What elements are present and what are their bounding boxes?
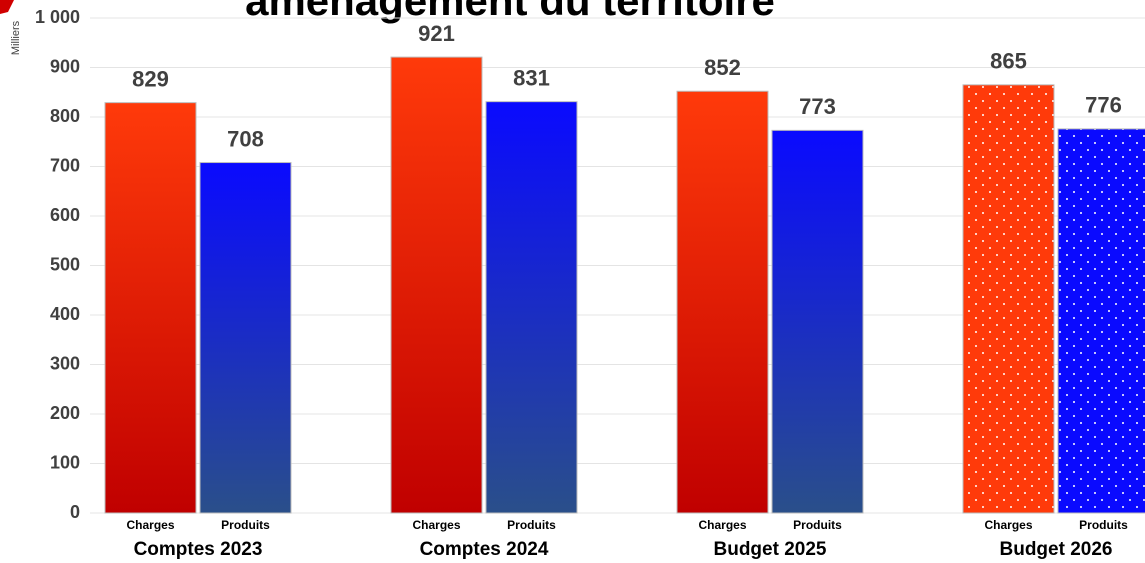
corner-icon <box>0 0 14 14</box>
bar <box>485 101 578 514</box>
y-tick-label: 500 <box>50 254 80 274</box>
y-tick-label: 100 <box>50 452 80 472</box>
y-tick-label: 800 <box>50 106 80 126</box>
value-label: 852 <box>704 55 741 80</box>
bar <box>199 162 292 514</box>
value-label: 865 <box>990 49 1027 74</box>
y-tick-label: 1 000 <box>35 7 80 27</box>
y-tick-label: 900 <box>50 56 80 76</box>
series-label: Charges <box>984 518 1032 532</box>
x-tick-label: Comptes 2023 <box>134 539 263 560</box>
series-label: Charges <box>698 518 746 532</box>
series-label: Produits <box>1079 518 1128 532</box>
x-tick-label: Comptes 2024 <box>420 539 549 560</box>
y-tick-label: 300 <box>50 353 80 373</box>
value-label: 708 <box>227 126 264 151</box>
y-tick-label: 700 <box>50 155 80 175</box>
y-tick-label: 400 <box>50 304 80 324</box>
x-tick-label: Budget 2026 <box>1000 539 1113 560</box>
y-axis-label: Milliers <box>10 20 22 55</box>
y-tick-label: 200 <box>50 403 80 423</box>
x-tick-label: Budget 2025 <box>714 539 827 560</box>
bar <box>676 90 769 514</box>
value-label: 831 <box>513 65 550 90</box>
series-label: Charges <box>126 518 174 532</box>
bar <box>390 56 483 514</box>
value-label: 921 <box>418 21 455 46</box>
series-label: Produits <box>793 518 842 532</box>
bar <box>104 102 197 514</box>
series-label: Produits <box>221 518 270 532</box>
value-label: 829 <box>132 66 169 91</box>
bar <box>962 84 1055 514</box>
value-label: 776 <box>1085 93 1122 118</box>
chart-title: aménagement du territoire <box>245 0 775 24</box>
bar <box>1057 128 1145 514</box>
value-label: 773 <box>799 94 836 119</box>
bar <box>771 129 864 514</box>
y-tick-label: 600 <box>50 205 80 225</box>
series-label: Produits <box>507 518 556 532</box>
series-label: Charges <box>412 518 460 532</box>
y-tick-label: 0 <box>70 502 80 522</box>
